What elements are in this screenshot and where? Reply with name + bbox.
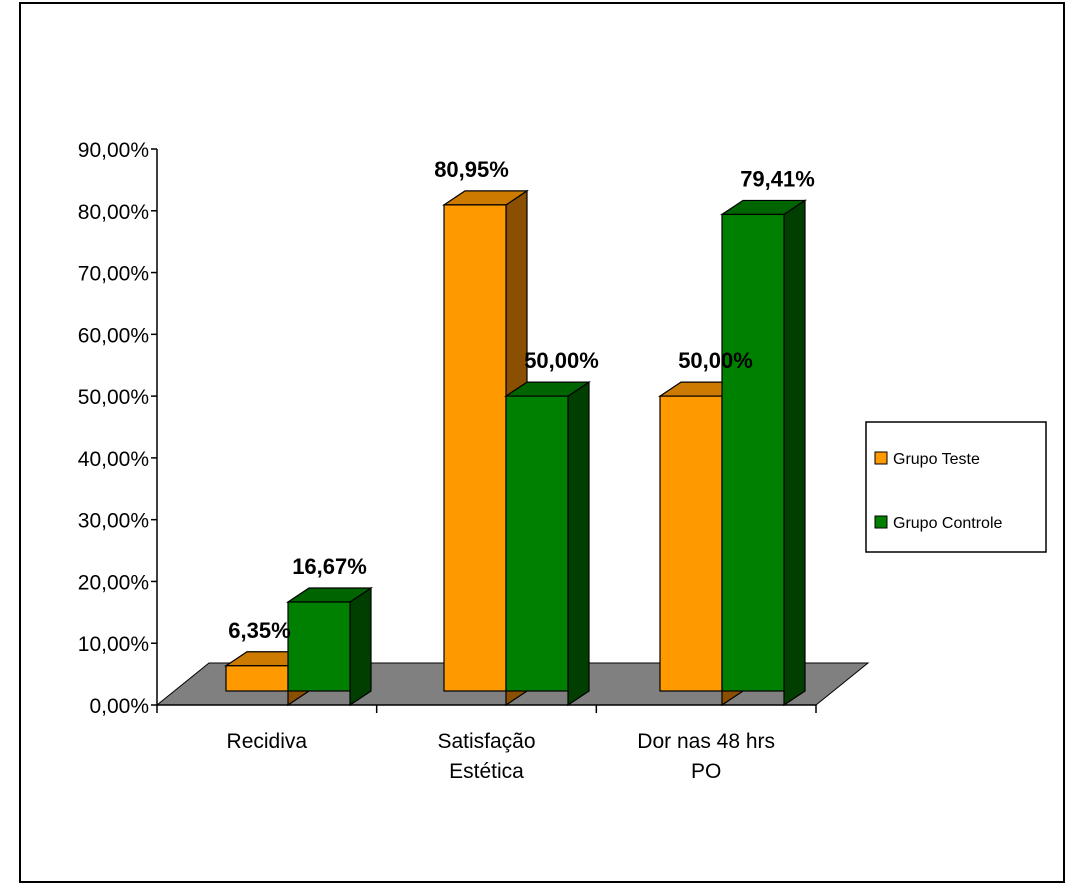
data-label-grupo-controle-dor-nas-48-hrs-po: 79,41%: [740, 166, 815, 191]
y-tick-label: 30,00%: [78, 510, 149, 533]
x-tick-label-recidiva: Recidiva: [227, 730, 308, 753]
data-label-grupo-teste-dor-nas-48-hrs-po: 50,00%: [678, 348, 753, 373]
bars: [224, 189, 807, 707]
y-tick-label: 50,00%: [78, 386, 149, 409]
bar-grupo-teste-recidiva-front: [225, 665, 289, 692]
data-labels: 6,35% 16,67% 80,95% 50,00% 50,00% 79,41%: [228, 157, 815, 643]
legend-box: [865, 421, 1047, 553]
bar-grupo-controle-recidiva-side: [349, 586, 372, 707]
legend-label-grupo-controle: Grupo Controle: [893, 515, 1002, 532]
legend: Grupo Teste Grupo Controle: [865, 421, 1047, 553]
bar-grupo-controle-recidiva-front: [287, 601, 351, 692]
x-tick-label-dor-nas-48-hrs-po: Dor nas 48 hrs PO: [637, 730, 775, 783]
y-tick-label: 60,00%: [78, 324, 149, 347]
y-axis: 0,00% 10,00% 20,00% 30,00% 40,00% 50,00% 60,00…: [78, 139, 158, 718]
y-tick-label: 0,00%: [89, 695, 149, 718]
data-label-grupo-controle-recidiva: 16,67%: [292, 554, 367, 579]
bar-grupo-controle-dor-nas-48-hrs-po-side: [783, 199, 806, 707]
bar-grupo-controle-satisfacao-estetica-side: [567, 380, 590, 707]
legend-swatch-grupo-controle: [874, 515, 888, 529]
x-tick-label-satisfacao-estetica: Satisfação Estética: [437, 730, 535, 783]
y-tick-label: 20,00%: [78, 571, 149, 594]
bar-grupo-controle-recidiva: [286, 586, 373, 707]
bar-grupo-teste-dor-nas-48-hrs-po-front: [659, 395, 723, 692]
bar-grupo-controle-satisfacao-estetica: [504, 380, 591, 707]
legend-label-grupo-teste: Grupo Teste: [893, 451, 980, 468]
bar-grupo-controle-dor-nas-48-hrs-po-front: [721, 213, 785, 692]
x-axis: Recidiva Satisfação Estética Dor nas 48 hrs…: [156, 704, 817, 783]
y-tick-label: 10,00%: [78, 633, 149, 656]
legend-swatch-grupo-teste: [874, 451, 888, 465]
y-tick-label: 40,00%: [78, 448, 149, 471]
y-tick-label: 90,00%: [78, 139, 149, 162]
bar-grupo-controle-dor-nas-48-hrs-po: [720, 199, 807, 707]
y-tick-label: 80,00%: [78, 201, 149, 224]
y-tick-label: 70,00%: [78, 263, 149, 286]
data-label-grupo-controle-satisfacao-estetica: 50,00%: [524, 348, 599, 373]
data-label-grupo-teste-satisfacao-estetica: 80,95%: [434, 157, 509, 182]
data-label-grupo-teste-recidiva: 6,35%: [228, 618, 290, 643]
bar-grupo-teste-satisfacao-estetica-front: [443, 204, 507, 692]
bar-grupo-controle-satisfacao-estetica-front: [505, 395, 569, 692]
